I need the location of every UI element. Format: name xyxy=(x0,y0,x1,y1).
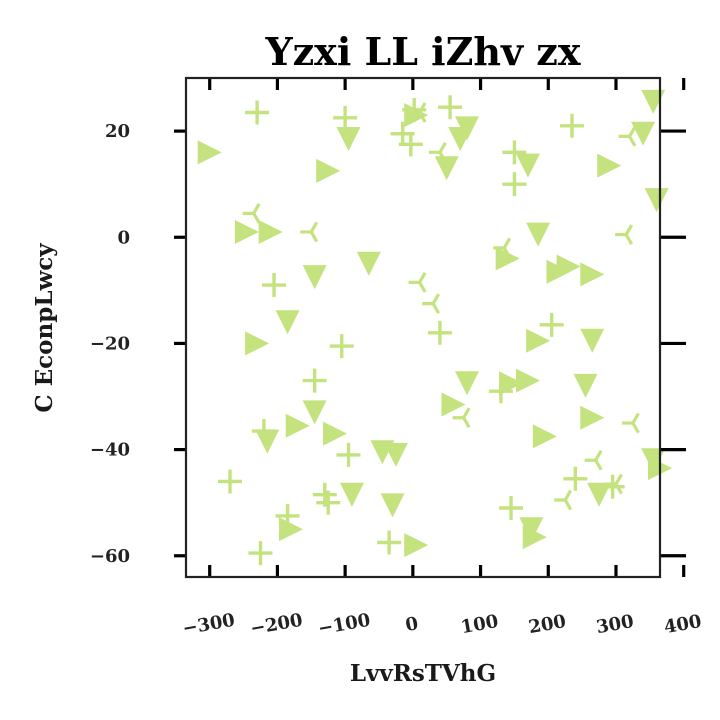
point-tri_left-3-10 xyxy=(621,412,640,434)
point-tri_down-1-2 xyxy=(448,127,473,152)
point-tri_right-2-0 xyxy=(197,140,222,165)
point-tri_down-1-5 xyxy=(641,89,666,114)
point-tri_right-2-16 xyxy=(322,421,347,446)
point-tri_down-1-13 xyxy=(455,371,480,396)
point-tri_right-2-6 xyxy=(495,246,520,271)
point-plus-0-5 xyxy=(438,95,463,120)
point-tri_down-1-6 xyxy=(631,121,656,146)
point-tri_down-1-21 xyxy=(519,517,544,542)
point-plus-0-6 xyxy=(502,140,527,165)
point-tri_right-2-22 xyxy=(522,525,547,550)
x-tick-label--100: −100 xyxy=(316,610,372,640)
point-plus-0-25 xyxy=(377,530,402,555)
point-tri_right-2-21 xyxy=(404,533,429,558)
point-plus-0-21 xyxy=(499,495,524,520)
point-plus-0-10 xyxy=(427,320,452,345)
y-tick-label--40: −40 xyxy=(90,440,130,461)
y-tick-label--20: −20 xyxy=(90,333,130,354)
point-tri_down-1-18 xyxy=(383,442,408,467)
x-tick-label-300: 300 xyxy=(595,611,636,638)
point-tri_left-3-13 xyxy=(604,473,623,495)
point-tri_down-1-20 xyxy=(380,493,405,518)
point-tri_down-1-7 xyxy=(644,188,669,213)
point-tri_down-1-0 xyxy=(336,127,361,152)
point-tri_left-3-2 xyxy=(618,126,637,147)
point-tri_left-3-1 xyxy=(428,141,447,163)
point-tri_right-2-13 xyxy=(515,368,540,393)
point-plus-0-12 xyxy=(539,312,564,337)
point-tri_left-3-3 xyxy=(242,202,261,224)
point-tri_down-1-10 xyxy=(302,265,327,290)
point-tri_down-1-14 xyxy=(573,373,598,398)
x-tick-label-0: 0 xyxy=(404,613,420,636)
point-tri_right-2-8 xyxy=(546,259,571,284)
point-tri_left-3-5 xyxy=(615,224,634,245)
point-tri_down-1-9 xyxy=(356,251,381,276)
point-tri_left-3-4 xyxy=(300,221,319,243)
point-tri_left-3-7 xyxy=(408,272,427,293)
point-plus-0-13 xyxy=(302,368,327,393)
point-tri_right-2-15 xyxy=(285,413,310,438)
point-plus-0-24 xyxy=(248,541,273,566)
plot-frame xyxy=(184,76,662,579)
point-tri_down-1-19 xyxy=(339,482,364,507)
point-tri_right-2-12 xyxy=(499,371,524,396)
point-plus-0-0 xyxy=(245,100,270,125)
y-tick-label-0: 0 xyxy=(117,227,130,248)
point-tri_right-2-14 xyxy=(441,392,466,417)
point-tri_right-2-4 xyxy=(234,219,259,244)
point-tri_left-3-9 xyxy=(452,407,471,429)
x-axis-label: LvvRsTVhG xyxy=(350,660,496,687)
point-tri_left-3-0 xyxy=(408,102,427,123)
point-plus-0-7 xyxy=(502,172,527,197)
axis-ticks xyxy=(174,78,686,577)
x-tick-label-100: 100 xyxy=(459,611,500,638)
point-plus-0-22 xyxy=(563,466,588,491)
point-tri_down-1-4 xyxy=(515,153,540,178)
point-tri_right-2-20 xyxy=(278,517,303,542)
data-points xyxy=(197,89,672,566)
point-tri_right-2-11 xyxy=(526,328,551,353)
point-tri_right-2-1 xyxy=(404,103,429,128)
x-tick-label--300: −300 xyxy=(181,610,237,640)
y-axis-label: C EconpLwcy xyxy=(31,243,58,413)
point-plus-0-1 xyxy=(333,105,358,130)
point-tri_down-1-15 xyxy=(302,400,327,425)
point-tri_down-1-3 xyxy=(434,156,459,181)
point-tri_right-2-2 xyxy=(316,158,341,183)
point-tri_down-1-12 xyxy=(580,328,605,353)
point-plus-0-8 xyxy=(559,113,584,138)
point-tri_right-2-17 xyxy=(532,424,557,449)
point-plus-0-16 xyxy=(336,442,361,467)
point-tri_down-1-16 xyxy=(255,429,280,454)
point-plus-0-11 xyxy=(329,334,354,359)
chart-title: Yzxi LL iZhv zx xyxy=(264,29,580,74)
point-tri_down-1-8 xyxy=(526,222,551,247)
point-tri_right-2-10 xyxy=(245,331,270,356)
x-tick-label-200: 200 xyxy=(527,611,568,638)
y-tick-label--60: −60 xyxy=(90,546,130,567)
point-tri_right-2-18 xyxy=(580,405,605,430)
point-tri_down-1-22 xyxy=(587,482,612,507)
point-plus-0-17 xyxy=(218,469,243,494)
point-tri_down-1-11 xyxy=(275,310,300,335)
point-tri_left-3-12 xyxy=(554,489,573,511)
point-tri_right-2-9 xyxy=(580,262,605,287)
point-tri_left-3-6 xyxy=(493,237,512,259)
point-plus-0-9 xyxy=(262,273,287,298)
point-plus-0-19 xyxy=(316,490,341,515)
point-tri_right-2-3 xyxy=(597,153,622,178)
point-tri_right-2-5 xyxy=(258,219,283,244)
x-tick-label--200: −200 xyxy=(249,610,305,640)
y-tick-label-20: 20 xyxy=(105,121,130,142)
point-tri_left-3-11 xyxy=(584,449,603,471)
point-plus-0-3 xyxy=(398,132,423,157)
point-tri_left-3-8 xyxy=(422,293,441,314)
x-tick-label-400: 400 xyxy=(662,611,703,638)
